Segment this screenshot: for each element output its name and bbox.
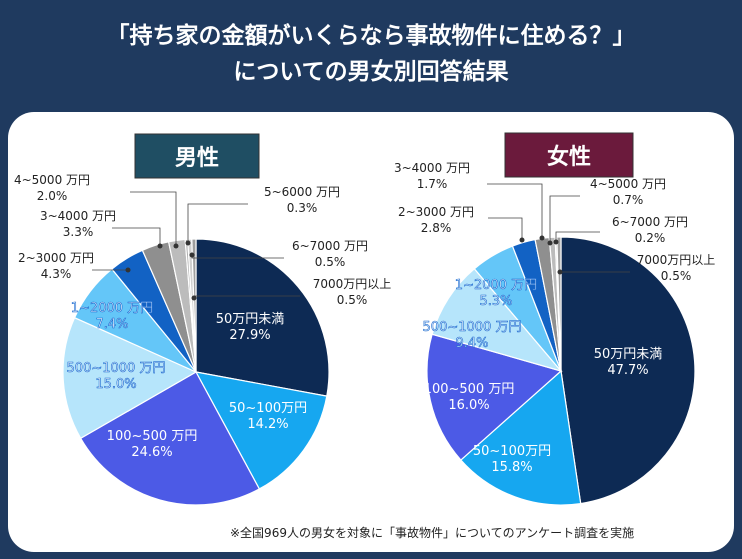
chart-1-value-5: 2.8%	[421, 221, 452, 235]
chart-1-title: 女性	[547, 144, 591, 170]
chart-0-label-7: 4~5000 万円	[14, 173, 90, 187]
chart-1-title-box	[504, 132, 634, 178]
chart-1-value-4: 5.3%	[479, 294, 512, 309]
chart-1-slice-2	[426, 333, 563, 461]
chart-1-leader-7	[549, 195, 580, 243]
chart-1-leader-dot-6	[539, 235, 545, 241]
chart-1-leader-5	[488, 217, 523, 240]
chart-0-label-2: 100~500 万円	[107, 429, 198, 444]
chart-1-value-8: 0.2%	[635, 231, 666, 245]
chart-1-label-5: 2~3000 万円	[398, 205, 474, 219]
chart-0-label-0: 50万円未満	[216, 312, 285, 327]
chart-0-label-4: 1~2000 万円	[71, 301, 153, 316]
chart-0-value-2: 24.6%	[131, 445, 172, 460]
chart-0-label-8: 5~6000 万円	[264, 185, 340, 199]
chart-1-leader-dot-7	[547, 240, 553, 246]
chart-0-value-1: 14.2%	[247, 417, 288, 432]
chart-0-leader-dot-7	[173, 243, 179, 249]
chart-0-title: 男性	[175, 146, 219, 171]
chart-0-leader-6	[112, 227, 161, 246]
chart-0-title-box	[134, 133, 260, 179]
chart-1-value-2: 16.0%	[448, 398, 489, 413]
chart-0-leader-dot-8	[185, 240, 191, 246]
chart-1-value-0: 47.7%	[607, 363, 648, 378]
chart-0-value-3: 15.0%	[95, 377, 136, 392]
chart-0-value-6: 3.3%	[63, 225, 94, 239]
chart-0-slice-10	[191, 238, 197, 373]
chart-1-value-9: 0.5%	[661, 269, 692, 283]
chart-1-slice-3	[431, 267, 563, 373]
chart-0-value-9: 0.5%	[315, 255, 346, 269]
chart-0-value-0: 27.9%	[229, 328, 270, 343]
chart-1-slice-1	[459, 369, 582, 506]
chart-1-label-0: 50万円未満	[594, 347, 663, 362]
chart-1-leader-6	[487, 183, 543, 238]
chart-0-leader-7	[130, 191, 177, 246]
chart-0-label-3: 500~1000 万円	[67, 361, 166, 376]
chart-1-leader-8	[555, 231, 600, 242]
chart-1-label-1: 50~100万円	[473, 444, 551, 459]
chart-1-label-8: 6~7000 万円	[612, 215, 688, 229]
title-line-1: 「持ち家の金額がいくらなら事故物件に住める？」	[106, 23, 636, 49]
chart-0-value-7: 2.0%	[37, 189, 68, 203]
chart-1-label-2: 100~500 万円	[424, 382, 515, 397]
chart-0-leader-dot-9	[189, 252, 195, 258]
chart-1-label-9: 7000万円以上	[637, 253, 716, 267]
chart-1-slice-0	[560, 236, 696, 505]
chart-0-slice-3	[62, 316, 198, 440]
chart-1-value-1: 15.8%	[491, 460, 532, 475]
chart-0-label-5: 2~3000 万円	[18, 251, 94, 265]
chart-0-value-10: 0.5%	[337, 293, 368, 307]
chart-1-value-6: 1.7%	[417, 177, 448, 191]
chart-0-slice-1	[194, 371, 328, 490]
title-line-2: についての男女別回答結果	[233, 59, 509, 85]
chart-0-slice-2	[79, 371, 261, 506]
chart-0-slice-0	[195, 238, 330, 397]
chart-0-value-5: 4.3%	[41, 267, 72, 281]
chart-0-value-8: 0.3%	[287, 201, 318, 215]
chart-0-leader-dot-6	[157, 243, 163, 249]
chart-1-label-6: 3~4000 万円	[394, 161, 470, 175]
chart-0-leader-8	[187, 203, 248, 243]
chart-1-label-3: 500~1000 万円	[423, 320, 522, 335]
footnote: ※全国969人の男女を対象に「事故物件」についてのアンケート調査を実施	[230, 526, 635, 540]
chart-0-leader-dot-5	[125, 267, 131, 273]
chart-0-label-6: 3~4000 万円	[40, 209, 116, 223]
chart-0-label-10: 7000万円以上	[313, 277, 392, 291]
page-title: 「持ち家の金額がいくらなら事故物件に住める？」 についての男女別回答結果	[0, 0, 742, 108]
chart-0-leader-dot-10	[191, 295, 197, 301]
chart-1-label-4: 1~2000 万円	[455, 278, 537, 293]
chart-0-value-4: 7.4%	[95, 317, 128, 332]
chart-1-label-7: 4~5000 万円	[590, 177, 666, 191]
chart-0-label-9: 6~7000 万円	[292, 239, 368, 253]
chart-0-label-1: 50~100万円	[229, 401, 307, 416]
chart-1-leader-dot-5	[519, 237, 525, 243]
chart-1-leader-dot-8	[553, 239, 559, 245]
chart-1-value-7: 0.7%	[613, 193, 644, 207]
chart-1-leader-dot-9	[557, 269, 563, 275]
chart-1-value-3: 9.4%	[455, 336, 488, 351]
